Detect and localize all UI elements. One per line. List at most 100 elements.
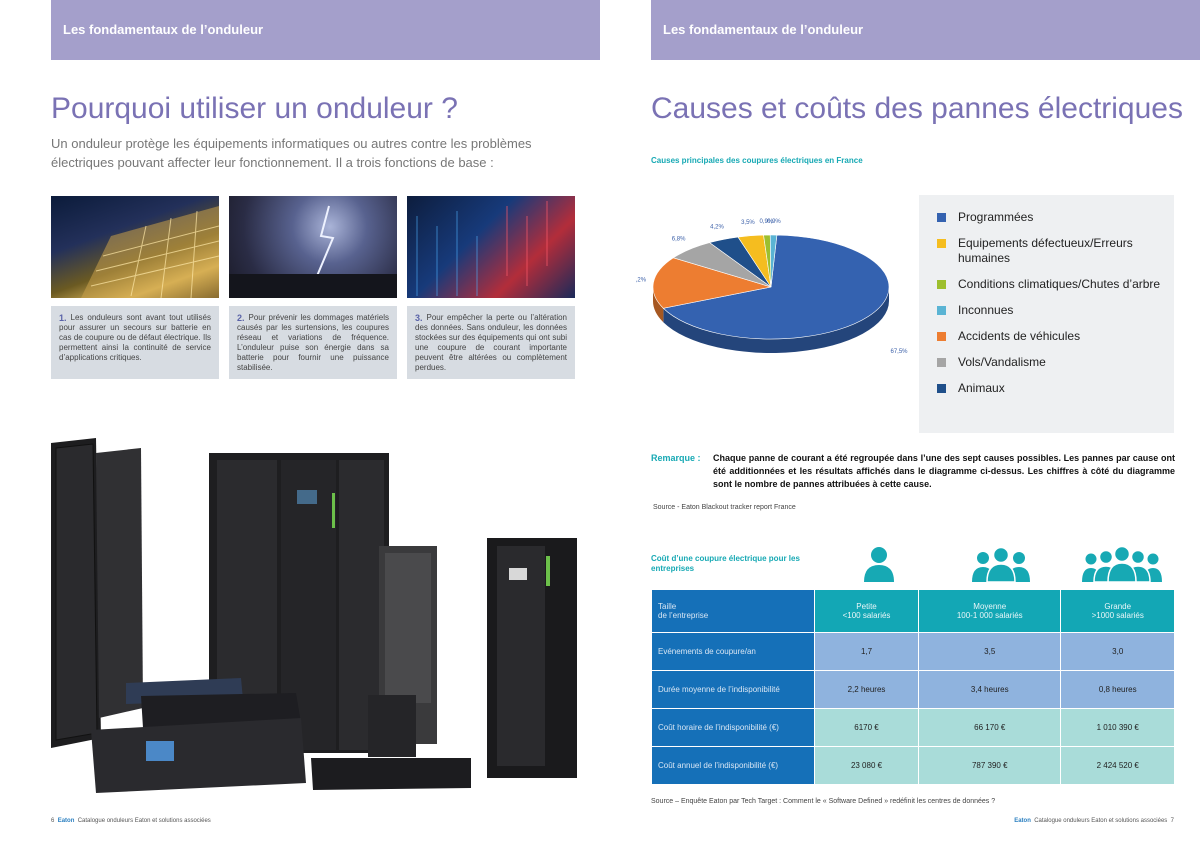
pie-slice bbox=[769, 234, 778, 288]
function-number: 3. bbox=[415, 313, 423, 323]
table-cell: 6170 € bbox=[813, 708, 920, 747]
function-box-2: 2. Pour prévenir les dommages matériels … bbox=[229, 306, 397, 379]
chart-title: Causes principales des coupures électriq… bbox=[651, 156, 863, 165]
building-photo bbox=[51, 196, 219, 298]
footer-brand: Eaton bbox=[1014, 818, 1031, 824]
pie-slice bbox=[652, 257, 772, 309]
person-icon bbox=[864, 547, 894, 582]
table-cell: 23 080 € bbox=[813, 746, 920, 785]
pie-label: 0,9% bbox=[767, 219, 781, 225]
table-cell: 1,7 bbox=[813, 632, 920, 671]
legend-swatch bbox=[937, 384, 946, 393]
table-row: Coût annuel de l’indisponibilité (€) 23 … bbox=[651, 746, 1175, 785]
function-number: 2. bbox=[237, 313, 245, 323]
footer-left: 6 Eaton Catalogue onduleurs Eaton et sol… bbox=[51, 818, 211, 824]
page-number: 7 bbox=[1170, 818, 1174, 824]
page-title: Causes et coûts des pannes électriques bbox=[651, 92, 1183, 125]
table-row: Evénements de coupure/an 1,7 3,5 3,0 bbox=[651, 632, 1175, 671]
pie-label: 4,2% bbox=[710, 224, 724, 230]
table-header-cell: Moyenne 100-1 000 salariés bbox=[918, 589, 1062, 633]
table-cell: 66 170 € bbox=[918, 708, 1062, 747]
legend-item: Programmées bbox=[937, 210, 1174, 225]
footer-text: Catalogue onduleurs Eaton et solutions a… bbox=[77, 818, 211, 824]
function-text: Pour empêcher la perte ou l’altération d… bbox=[415, 313, 567, 372]
row-label: Coût horaire de l’indisponibilité (€) bbox=[651, 708, 815, 747]
legend-item: Accidents de véhicules bbox=[937, 329, 1174, 344]
chart-legend: Programmées Equipements défectueux/Erreur… bbox=[919, 195, 1174, 433]
pie-slice-side bbox=[663, 287, 889, 353]
function-box-1: 1. Les onduleurs sont avant tout utilisé… bbox=[51, 306, 219, 379]
header-band-right: Les fondamentaux de l’onduleur bbox=[651, 0, 1200, 60]
table-source: Source – Enquête Eaton par Tech Target :… bbox=[651, 798, 996, 805]
section-header: Les fondamentaux de l’onduleur bbox=[63, 22, 264, 37]
header-band-left: Les fondamentaux de l’onduleur bbox=[51, 0, 600, 60]
group-icon bbox=[972, 546, 1030, 582]
header-label: Taille de l’entreprise bbox=[658, 602, 709, 620]
table-header-cell: Petite <100 salariés bbox=[813, 589, 920, 633]
legend-swatch bbox=[937, 332, 946, 341]
header-label: Petite <100 salariés bbox=[842, 602, 891, 620]
table-cell: 3,0 bbox=[1060, 632, 1175, 671]
table-cell: 787 390 € bbox=[918, 746, 1062, 785]
legend-label: Equipements défectueux/Erreurs humaines bbox=[958, 236, 1133, 265]
remark-text: Chaque panne de courant a été regroupée … bbox=[713, 453, 1175, 489]
legend-swatch bbox=[937, 280, 946, 289]
function-box-3: 3. Pour empêcher la perte ou l’altératio… bbox=[407, 306, 575, 379]
legend-item: Equipements défectueux/Erreurs humaines bbox=[937, 236, 1174, 266]
table-cell: 0,8 heures bbox=[1060, 670, 1175, 709]
header-label: Moyenne 100-1 000 salariés bbox=[956, 602, 1023, 620]
legend-label: Conditions climatiques/Chutes d’arbre bbox=[958, 277, 1161, 291]
chart-source: Source - Eaton Blackout tracker report F… bbox=[653, 504, 796, 511]
page-title: Pourquoi utiliser un onduleur ? bbox=[51, 92, 458, 125]
intro-paragraph: Un onduleur protège les équipements info… bbox=[51, 136, 532, 170]
legend-label: Inconnues bbox=[958, 303, 1014, 317]
table-row: Durée moyenne de l’indisponibilité 2,2 h… bbox=[651, 670, 1175, 709]
function-text: Pour prévenir les dommages matériels cau… bbox=[237, 313, 389, 372]
function-number: 1. bbox=[59, 313, 67, 323]
ups-products-image bbox=[51, 438, 581, 800]
footer-text: Catalogue onduleurs Eaton et solutions a… bbox=[1034, 818, 1168, 824]
legend-swatch bbox=[937, 213, 946, 222]
legend-swatch bbox=[937, 358, 946, 367]
legend-item: Inconnues bbox=[937, 303, 1174, 318]
pie-slice bbox=[662, 234, 890, 340]
row-label: Durée moyenne de l’indisponibilité bbox=[651, 670, 815, 709]
table-row: Coût horaire de l’indisponibilité (€) 61… bbox=[651, 708, 1175, 747]
legend-item: Animaux bbox=[937, 381, 1174, 396]
pie-chart-svg: 67,5% 16,2% 6,8% 4,2% 3,5% 0,9%0,9% bbox=[629, 219, 908, 355]
legend-label: Programmées bbox=[958, 210, 1034, 224]
row-label: Evénements de coupure/an bbox=[651, 632, 815, 671]
legend-label: Vols/Vandalisme bbox=[958, 355, 1046, 369]
pie-chart: 67,5% 16,2% 6,8% 4,2% 3,5% 0,9%0,9% bbox=[629, 215, 916, 390]
legend-item: Conditions climatiques/Chutes d’arbre bbox=[937, 277, 1174, 292]
legend-swatch bbox=[937, 306, 946, 315]
legend-swatch bbox=[937, 239, 946, 248]
legend-label: Accidents de véhicules bbox=[958, 329, 1081, 343]
pie-label: 6,8% bbox=[672, 237, 686, 243]
table-cell: 2 424 520 € bbox=[1060, 746, 1175, 785]
pie-label: 0,9% bbox=[759, 219, 773, 225]
footer-brand: Eaton bbox=[57, 818, 75, 824]
data-photo bbox=[407, 196, 575, 298]
footer-right: Eaton Catalogue onduleurs Eaton et solut… bbox=[1014, 818, 1174, 824]
cost-title: Coût d’une coupure électrique pour les e… bbox=[651, 554, 800, 573]
pie-label: 16,2% bbox=[636, 277, 647, 283]
cost-table: Taille de l’entreprise Petite <100 salar… bbox=[651, 589, 1175, 785]
section-header: Les fondamentaux de l’onduleur bbox=[663, 22, 864, 37]
function-text: Les onduleurs sont avant tout utilisés p… bbox=[59, 313, 211, 362]
pie-label: 3,5% bbox=[741, 220, 755, 226]
table-cell: 3,5 bbox=[918, 632, 1062, 671]
remark-block: Remarque : Chaque panne de courant a été… bbox=[651, 452, 1175, 491]
crowd-icon bbox=[1082, 546, 1162, 582]
table-header-row: Taille de l’entreprise Petite <100 salar… bbox=[651, 589, 1175, 633]
page-number: 6 bbox=[51, 818, 55, 824]
legend-label: Animaux bbox=[958, 381, 1005, 395]
table-header-cell: Taille de l’entreprise bbox=[651, 589, 815, 633]
legend-item: Vols/Vandalisme bbox=[937, 355, 1174, 370]
pie-slice-side bbox=[653, 287, 664, 323]
header-label: Grande >1000 salariés bbox=[1091, 602, 1144, 620]
lightning-photo bbox=[229, 196, 397, 298]
pie-label: 67,5% bbox=[890, 349, 908, 355]
remark-label: Remarque : bbox=[651, 453, 701, 463]
row-label: Coût annuel de l’indisponibilité (€) bbox=[651, 746, 815, 785]
